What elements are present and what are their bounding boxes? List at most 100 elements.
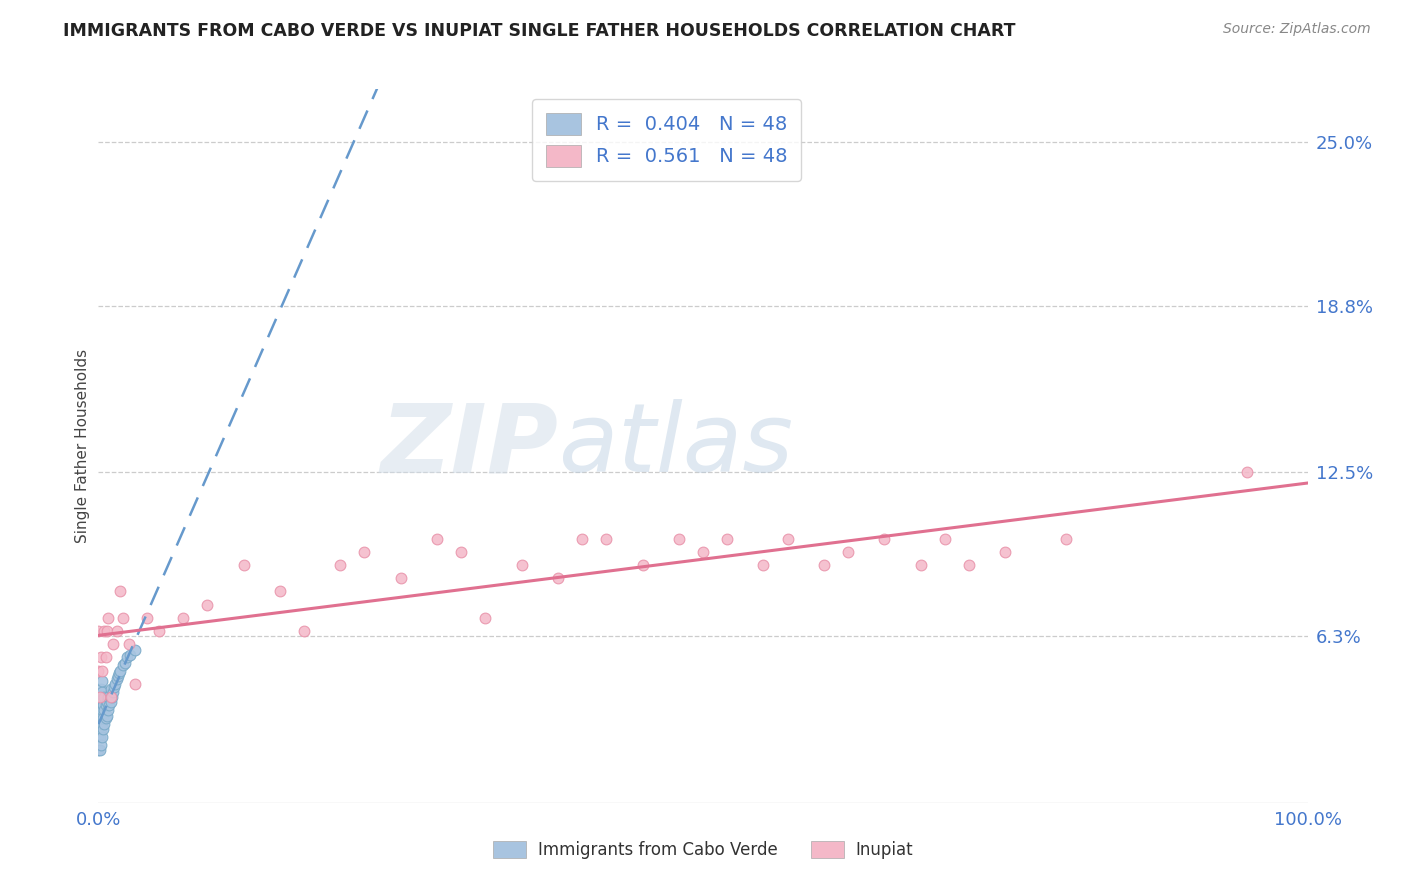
- Point: [776, 532, 799, 546]
- Point: [118, 637, 141, 651]
- Point: [93, 703, 115, 717]
- Point: [111, 658, 134, 673]
- Point: [329, 558, 352, 572]
- Point: [837, 545, 859, 559]
- Point: [87, 703, 110, 717]
- Point: [90, 708, 112, 723]
- Point: [91, 664, 114, 678]
- Point: [87, 664, 110, 678]
- Point: [93, 624, 115, 638]
- Point: [269, 584, 291, 599]
- Point: [668, 532, 690, 546]
- Point: [98, 698, 121, 712]
- Point: [101, 685, 124, 699]
- Point: [90, 738, 112, 752]
- Point: [118, 648, 141, 662]
- Point: [91, 711, 114, 725]
- Point: [474, 611, 496, 625]
- Point: [93, 716, 115, 731]
- Point: [97, 690, 120, 704]
- Point: [111, 611, 134, 625]
- Point: [96, 695, 118, 709]
- Legend: Immigrants from Cabo Verde, Inupiat: Immigrants from Cabo Verde, Inupiat: [486, 834, 920, 866]
- Point: [104, 677, 127, 691]
- Point: [107, 669, 129, 683]
- Point: [89, 716, 111, 731]
- Point: [994, 545, 1017, 559]
- Point: [100, 690, 122, 704]
- Point: [91, 716, 114, 731]
- Point: [97, 611, 120, 625]
- Point: [934, 532, 956, 546]
- Point: [96, 708, 118, 723]
- Point: [89, 703, 111, 717]
- Point: [114, 656, 136, 670]
- Point: [353, 545, 375, 559]
- Point: [547, 571, 569, 585]
- Point: [292, 624, 315, 638]
- Point: [957, 558, 980, 572]
- Point: [91, 703, 114, 717]
- Point: [103, 680, 125, 694]
- Point: [232, 558, 254, 572]
- Point: [105, 672, 128, 686]
- Point: [91, 722, 114, 736]
- Point: [692, 545, 714, 559]
- Point: [631, 558, 654, 572]
- Point: [101, 637, 124, 651]
- Point: [89, 730, 111, 744]
- Point: [108, 664, 131, 678]
- Point: [94, 698, 117, 712]
- Text: atlas: atlas: [558, 400, 793, 492]
- Point: [752, 558, 775, 572]
- Point: [108, 666, 131, 681]
- Point: [89, 690, 111, 704]
- Point: [1054, 532, 1077, 546]
- Point: [91, 685, 114, 699]
- Text: Source: ZipAtlas.com: Source: ZipAtlas.com: [1223, 22, 1371, 37]
- Point: [87, 743, 110, 757]
- Point: [91, 730, 114, 744]
- Point: [716, 532, 738, 546]
- Point: [1236, 466, 1258, 480]
- Point: [91, 698, 114, 712]
- Y-axis label: Single Father Households: Single Father Households: [75, 349, 90, 543]
- Point: [87, 716, 110, 731]
- Point: [135, 611, 157, 625]
- Point: [90, 695, 112, 709]
- Point: [389, 571, 412, 585]
- Point: [172, 611, 194, 625]
- Point: [91, 695, 114, 709]
- Point: [93, 690, 115, 704]
- Point: [97, 703, 120, 717]
- Point: [195, 598, 218, 612]
- Point: [124, 642, 146, 657]
- Point: [910, 558, 932, 572]
- Point: [105, 624, 128, 638]
- Text: IMMIGRANTS FROM CABO VERDE VS INUPIAT SINGLE FATHER HOUSEHOLDS CORRELATION CHART: IMMIGRANTS FROM CABO VERDE VS INUPIAT SI…: [63, 22, 1015, 40]
- Point: [595, 532, 617, 546]
- Point: [91, 674, 114, 689]
- Point: [87, 624, 110, 638]
- Point: [100, 682, 122, 697]
- Point: [813, 558, 835, 572]
- Text: ZIP: ZIP: [380, 400, 558, 492]
- Point: [117, 650, 139, 665]
- Point: [426, 532, 449, 546]
- Point: [100, 695, 122, 709]
- Point: [571, 532, 593, 546]
- Point: [510, 558, 533, 572]
- Point: [100, 690, 122, 704]
- Point: [89, 743, 111, 757]
- Point: [108, 584, 131, 599]
- Point: [873, 532, 896, 546]
- Point: [90, 722, 112, 736]
- Point: [89, 690, 111, 704]
- Point: [94, 711, 117, 725]
- Point: [87, 730, 110, 744]
- Point: [96, 624, 118, 638]
- Point: [124, 677, 146, 691]
- Point: [148, 624, 170, 638]
- Point: [94, 650, 117, 665]
- Point: [90, 682, 112, 697]
